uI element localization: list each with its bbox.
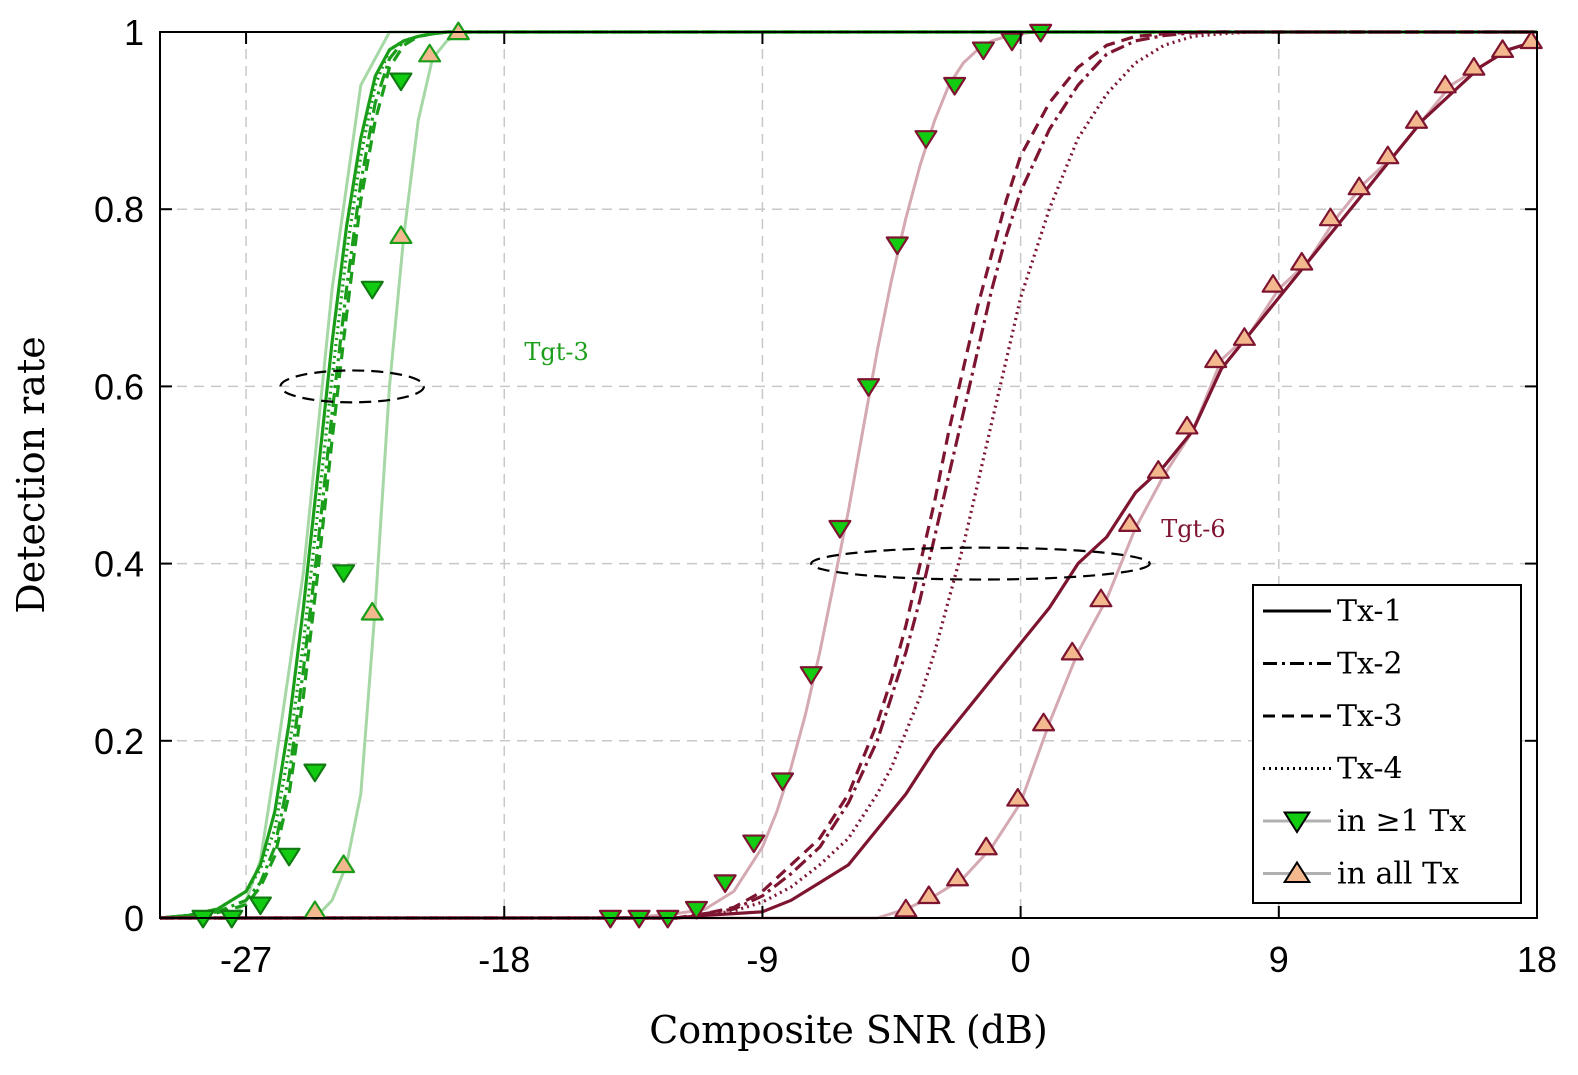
x-tick-label: -27 — [220, 939, 272, 980]
marker-up-triangle — [418, 43, 442, 63]
annotation-tgt-3: Tgt-3 — [524, 338, 588, 366]
marker-up-triangle — [1204, 349, 1228, 369]
marker-up-triangle — [1347, 176, 1371, 196]
marker-up-triangle — [945, 867, 970, 887]
marker-down-triangle — [857, 378, 881, 397]
y-tick-label: 0.2 — [94, 721, 144, 762]
marker-up-triangle — [917, 885, 941, 905]
y-tick-label: 0.4 — [94, 544, 144, 585]
legend: Tx-1 Tx-2 Tx-3 Tx-4 in ≥1 Tx in all Tx — [1252, 584, 1522, 904]
marker-up-triangle — [1290, 251, 1314, 271]
marker-up-triangle — [1462, 56, 1486, 76]
marker-up-triangle — [1032, 712, 1056, 732]
marker-up-triangle — [1404, 110, 1429, 129]
marker-up-triangle — [360, 601, 384, 621]
legend-label: in ≥1 Tx — [1337, 804, 1466, 839]
ellipse-layer — [279, 369, 1151, 581]
marker-up-triangle — [1060, 641, 1084, 661]
marker-up-triangle — [1376, 145, 1400, 165]
marker-down-triangle — [598, 909, 622, 929]
legend-label: Tx-1 — [1337, 594, 1403, 629]
x-tick-label: 0 — [1011, 939, 1031, 980]
x-tick-label: -9 — [746, 939, 778, 980]
y-tick-label: 0.6 — [94, 366, 144, 407]
legend-label: in all Tx — [1337, 857, 1459, 892]
marker-down-triangle — [684, 900, 709, 920]
y-tick-label: 1 — [124, 12, 144, 53]
marker-down-triangle — [770, 772, 795, 792]
marker-down-triangle — [303, 763, 327, 783]
group-ellipse — [810, 546, 1151, 581]
marker-down-triangle — [943, 76, 967, 96]
annotations: Tgt-3 Tgt-6 — [524, 338, 1225, 543]
marker-up-triangle — [446, 21, 470, 41]
marker-up-triangle — [1089, 588, 1113, 608]
marker-up-triangle — [1261, 274, 1285, 293]
marker-down-triangle — [656, 909, 680, 929]
marker-up-triangle — [332, 854, 356, 874]
markers-layer — [191, 21, 1543, 929]
marker-down-triangle — [627, 909, 651, 929]
y-tick-label: 0 — [124, 898, 144, 939]
marker-down-triangle — [277, 847, 301, 867]
x-axis-label: Composite SNR (dB) — [649, 1008, 1048, 1052]
x-tick-label: 18 — [1517, 939, 1557, 980]
x-tick-label: 9 — [1269, 939, 1289, 980]
marker-up-triangle — [894, 898, 918, 918]
series-line-tgt-6-tx-4 — [160, 30, 1537, 920]
axis-ticks: -27 -18 -9 0 9 18 0 0.2 0.4 0.6 0.8 1 — [94, 12, 1557, 980]
legend-label: Tx-4 — [1337, 752, 1403, 787]
marker-down-triangle — [360, 280, 384, 300]
marker-down-triangle — [971, 41, 995, 61]
marker-down-triangle — [220, 909, 244, 929]
marker-down-triangle — [885, 236, 909, 256]
marker-up-triangle — [1232, 327, 1256, 346]
legend-swatch-up-triangle — [1282, 860, 1312, 883]
marker-up-triangle — [389, 225, 413, 245]
marker-up-triangle — [1146, 460, 1170, 479]
series-line-tgt-6-tx-2 — [160, 30, 1537, 920]
marker-up-triangle — [1318, 207, 1342, 227]
marker-down-triangle — [828, 519, 852, 539]
annotation-tgt-6: Tgt-6 — [1161, 515, 1225, 543]
marker-down-triangle — [742, 834, 766, 854]
marker-down-triangle — [1029, 23, 1053, 43]
marker-down-triangle — [248, 896, 272, 916]
group-ellipse — [279, 369, 426, 404]
marker-up-triangle — [1491, 39, 1515, 58]
legend-label: Tx-2 — [1337, 647, 1403, 682]
marker-up-triangle — [1175, 415, 1199, 435]
marker-up-triangle — [1006, 787, 1030, 807]
marker-down-triangle — [799, 666, 823, 685]
plot-frame — [159, 31, 1538, 919]
marker-up-triangle — [1118, 513, 1142, 532]
marker-down-triangle — [713, 874, 737, 894]
marker-down-triangle — [914, 130, 938, 149]
marker-down-triangle — [191, 909, 215, 929]
x-tick-label: -18 — [478, 939, 530, 980]
marker-down-triangle — [1000, 32, 1024, 52]
legend-box — [1252, 584, 1522, 904]
y-tick-label: 0.8 — [94, 189, 144, 230]
y-axis-label: Detection rate — [9, 336, 53, 613]
marker-down-triangle — [332, 564, 356, 583]
marker-up-triangle — [1433, 74, 1457, 94]
legend-swatch-down-triangle — [1282, 811, 1312, 834]
marker-down-triangle — [389, 72, 413, 92]
marker-up-triangle — [974, 836, 998, 856]
series-line-tgt-6-tx-3 — [160, 30, 1537, 920]
legend-label: Tx-3 — [1337, 699, 1403, 734]
